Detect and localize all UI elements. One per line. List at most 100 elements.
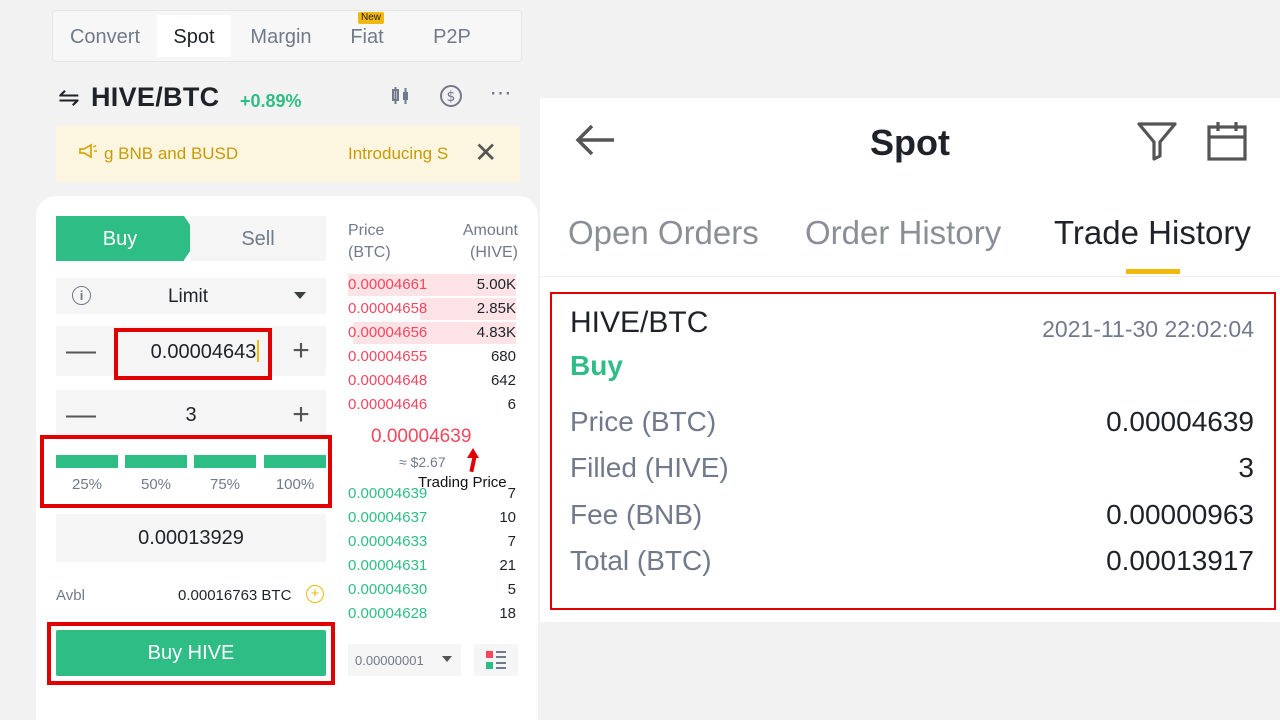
trade-side: Buy [570, 350, 623, 381]
tab-fiat[interactable]: Fiat [350, 26, 384, 48]
ask-amount: 6 [507, 396, 516, 413]
buy-tab[interactable]: Buy [56, 216, 184, 261]
ask-price: 0.00004661 [348, 276, 428, 293]
price-decrement-button[interactable]: — [66, 334, 96, 367]
price-header-label: Price [348, 222, 385, 239]
ask-price: 0.00004648 [348, 372, 428, 389]
available-label: Avbl [56, 587, 85, 604]
price-column-header: Price (BTC) [348, 220, 391, 264]
megaphone-icon [78, 142, 98, 165]
tab-trade-history[interactable]: Trade History [1054, 214, 1251, 251]
trade-datetime: 2021-11-30 22:02:04 [1042, 316, 1254, 342]
tab-convert[interactable]: Convert [69, 26, 141, 48]
bid-row[interactable]: 0.00004628 18 [348, 602, 516, 626]
more-dots-icon[interactable]: ⋯ [489, 80, 513, 105]
bid-amount: 5 [507, 581, 516, 598]
trade-history-item[interactable]: HIVE/BTC 2021-11-30 22:02:04 Buy Price (… [550, 292, 1276, 610]
amount-increment-button[interactable]: + [292, 398, 310, 431]
bid-row[interactable]: 0.00004637 10 [348, 506, 516, 530]
ask-amount: 680 [490, 348, 516, 365]
filter-icon[interactable] [1136, 120, 1178, 167]
percent-25-label[interactable]: 25% [71, 476, 103, 493]
tab-margin[interactable]: Margin [250, 26, 312, 48]
add-funds-icon[interactable]: + [306, 585, 324, 603]
last-price[interactable]: 0.00004639 [371, 426, 472, 447]
total-value: 0.00013929 [138, 527, 244, 549]
ask-row[interactable]: 0.00004656 4.83K [348, 321, 516, 345]
page-title: Spot [870, 122, 950, 163]
percent-50-label[interactable]: 50% [140, 476, 172, 493]
trade-total-label: Total (BTC) [570, 545, 712, 576]
percent-100-label[interactable]: 100% [275, 476, 315, 493]
ask-price: 0.00004646 [348, 396, 428, 413]
orderbook-layout-icon [486, 651, 506, 669]
calendar-icon[interactable] [1206, 120, 1248, 167]
bid-row[interactable]: 0.00004630 5 [348, 578, 516, 602]
bid-row[interactable]: 0.00004639 7 [348, 482, 516, 506]
swap-arrows-icon[interactable]: ⇋ [58, 82, 80, 112]
orderbook-view-button[interactable] [474, 644, 518, 676]
sell-tab[interactable]: Sell [190, 216, 326, 261]
trade-fee-value: 0.00000963 [1106, 499, 1254, 530]
trading-price-annotation: Trading Price [418, 474, 507, 491]
amount-header-unit: (HIVE) [470, 244, 518, 261]
ask-row[interactable]: 0.00004646 6 [348, 393, 516, 417]
dollar-circle-icon[interactable]: $ [438, 84, 464, 110]
tab-open-orders[interactable]: Open Orders [568, 214, 759, 251]
amount-header-label: Amount [462, 222, 518, 239]
ask-price: 0.00004658 [348, 300, 428, 317]
precision-value: 0.00000001 [355, 653, 424, 668]
text-cursor [257, 340, 260, 362]
bid-price: 0.00004633 [348, 533, 428, 550]
announcement-text-next[interactable]: Introducing S [348, 144, 449, 163]
amount-input[interactable]: 3 [185, 404, 197, 426]
amount-column-header: Amount (HIVE) [438, 220, 518, 264]
ask-price: 0.00004655 [348, 348, 428, 365]
order-type-select[interactable]: i Limit [56, 278, 326, 314]
tab-spot[interactable]: Spot [157, 15, 231, 57]
highlight-box-trade [550, 292, 1276, 610]
bid-price: 0.00004628 [348, 605, 428, 622]
bid-amount: 18 [499, 605, 516, 622]
ask-amount: 4.83K [476, 324, 516, 341]
trade-price-label: Price (BTC) [570, 406, 717, 437]
percent-25-bar[interactable] [56, 455, 118, 468]
highlight-box-buy [47, 622, 335, 685]
amount-decrement-button[interactable]: — [66, 398, 96, 431]
percent-100-bar[interactable] [264, 455, 326, 468]
precision-select[interactable]: 0.00000001 [348, 644, 461, 676]
trade-history-panel: Spot Open Orders Order History Trade His… [540, 98, 1280, 622]
pair-header: ⇋ HIVE/BTC +0.89% $ ⋯ [58, 78, 518, 118]
price-increment-button[interactable]: + [292, 334, 310, 367]
back-arrow-icon[interactable] [574, 120, 618, 165]
tab-order-history[interactable]: Order History [805, 214, 1002, 251]
bid-row[interactable]: 0.00004633 7 [348, 530, 516, 554]
price-header-unit: (BTC) [348, 244, 391, 261]
ask-row[interactable]: 0.00004648 642 [348, 369, 516, 393]
candlestick-icon[interactable] [388, 84, 414, 110]
amount-field: — 3 + [56, 390, 326, 440]
pair-name[interactable]: HIVE/BTC [91, 82, 220, 112]
bid-row[interactable]: 0.00004631 21 [348, 554, 516, 578]
total-field[interactable]: 0.00013929 [56, 514, 326, 562]
percent-50-bar[interactable] [125, 455, 187, 468]
buy-submit-button[interactable]: Buy HIVE [56, 630, 326, 676]
price-input[interactable]: 0.00004643 [130, 340, 280, 364]
annotation-arrow-icon [467, 448, 479, 458]
tab-p2p[interactable]: P2P [433, 26, 471, 48]
price-value: 0.00004643 [150, 341, 257, 363]
depth-bar [420, 298, 516, 320]
ask-amount: 5.00K [476, 276, 516, 293]
trade-total-value: 0.00013917 [1106, 545, 1254, 576]
percent-75-bar[interactable] [194, 455, 256, 468]
ask-row[interactable]: 0.00004661 5.00K [348, 273, 516, 297]
ask-row[interactable]: 0.00004655 680 [348, 345, 516, 369]
depth-bar [348, 274, 516, 296]
ask-row[interactable]: 0.00004658 2.85K [348, 297, 516, 321]
percent-75-label[interactable]: 75% [209, 476, 241, 493]
close-icon[interactable]: ✕ [474, 137, 498, 168]
ask-price: 0.00004656 [348, 324, 428, 341]
info-icon[interactable]: i [72, 286, 91, 305]
trade-price-value: 0.00004639 [1106, 406, 1254, 437]
announcement-text[interactable]: g BNB and BUSD [104, 144, 239, 163]
